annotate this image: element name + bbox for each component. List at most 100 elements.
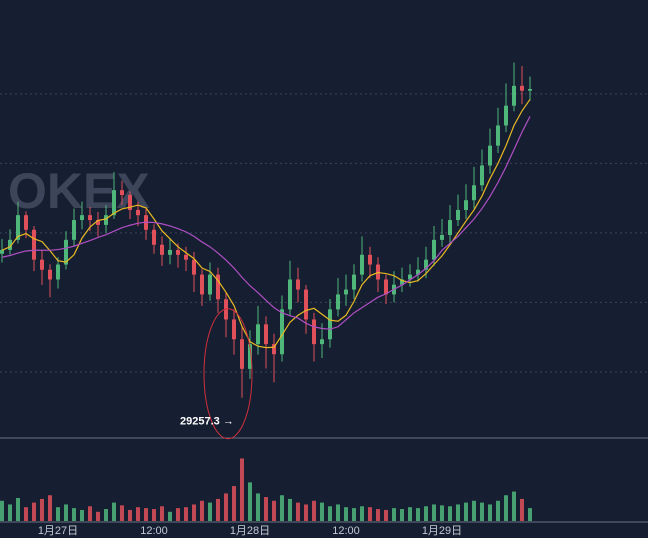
candle-body bbox=[448, 220, 452, 235]
volume-bar bbox=[456, 504, 460, 521]
candle-body bbox=[136, 209, 140, 216]
volume-bar bbox=[480, 502, 484, 521]
candle-body bbox=[464, 200, 468, 210]
candle-body bbox=[240, 339, 244, 369]
candle-body bbox=[96, 220, 100, 225]
volume-bar bbox=[368, 507, 372, 521]
candle-body bbox=[24, 215, 28, 230]
volume-bar bbox=[152, 509, 156, 521]
volume-bar bbox=[176, 508, 180, 521]
volume-bar bbox=[200, 500, 204, 521]
candle-body bbox=[432, 239, 436, 260]
volume-bar bbox=[392, 508, 396, 521]
candle-body bbox=[288, 279, 292, 310]
volume-bar bbox=[168, 511, 172, 521]
candle-body bbox=[320, 339, 324, 345]
candle-body bbox=[384, 279, 388, 295]
watermark: OKEX bbox=[8, 163, 150, 219]
candle-body bbox=[312, 319, 316, 345]
candle-body bbox=[112, 190, 116, 216]
volume-bar bbox=[32, 502, 36, 521]
candle-body bbox=[408, 274, 412, 280]
volume-bar bbox=[16, 498, 20, 521]
candle-body bbox=[488, 145, 492, 166]
volume-bar bbox=[0, 500, 4, 521]
moving-average-line bbox=[1, 116, 531, 330]
volume-bar bbox=[424, 506, 428, 521]
x-tick-label: 1月27日 bbox=[38, 525, 78, 537]
volume-bar bbox=[344, 507, 348, 521]
candle-body bbox=[472, 185, 476, 201]
volume-bar bbox=[240, 458, 244, 521]
candle-body bbox=[272, 344, 276, 355]
volume-bar bbox=[488, 504, 492, 521]
volume-bar bbox=[432, 504, 436, 521]
candle-body bbox=[280, 309, 284, 355]
volume-bar bbox=[112, 502, 116, 521]
x-tick-label: 1月29日 bbox=[422, 525, 462, 537]
moving-average-line bbox=[1, 99, 531, 349]
volume-bar bbox=[280, 495, 284, 521]
candle-body bbox=[296, 279, 300, 290]
volume-bar bbox=[256, 493, 260, 521]
volume-bar bbox=[56, 507, 60, 521]
candle-body bbox=[328, 309, 332, 340]
candle-body bbox=[480, 165, 484, 186]
volume-bar bbox=[40, 498, 44, 521]
candle-body bbox=[512, 85, 516, 106]
x-tick-label: 1月28日 bbox=[230, 525, 270, 537]
candle-body bbox=[32, 229, 36, 260]
candle-body bbox=[208, 274, 212, 295]
candle-body bbox=[192, 259, 196, 275]
volume-bar bbox=[120, 505, 124, 521]
volume-bar bbox=[296, 502, 300, 521]
candle-body bbox=[104, 215, 108, 225]
volume-bar bbox=[352, 508, 356, 521]
volume-bar bbox=[320, 502, 324, 521]
volume-bar bbox=[360, 506, 364, 521]
candle-body bbox=[216, 274, 220, 300]
volume-bar bbox=[312, 500, 316, 521]
candle-body bbox=[256, 324, 260, 345]
volume-bar bbox=[48, 495, 52, 521]
volume-bar bbox=[416, 508, 420, 521]
candle-body bbox=[248, 344, 252, 369]
volume-bar bbox=[528, 508, 532, 521]
candle-body bbox=[496, 125, 500, 146]
volume-bar bbox=[384, 509, 388, 521]
candle-body bbox=[88, 215, 92, 221]
volume-bar bbox=[496, 500, 500, 521]
volume-bar bbox=[216, 498, 220, 521]
low-annotation: 29257.3 → bbox=[180, 416, 234, 428]
volume-bar bbox=[232, 486, 236, 521]
volume-bar bbox=[448, 506, 452, 521]
volume-bar bbox=[304, 504, 308, 521]
volume-bar bbox=[80, 509, 84, 521]
candle-body bbox=[368, 254, 372, 265]
volume-bar bbox=[512, 491, 516, 521]
volume-bar bbox=[104, 509, 108, 521]
candle-body bbox=[160, 244, 164, 255]
volume-bar bbox=[72, 508, 76, 521]
candle-body bbox=[352, 274, 356, 290]
volume-bar bbox=[24, 507, 28, 521]
volume-bar bbox=[264, 497, 268, 521]
volume-bar bbox=[192, 504, 196, 521]
volume-bar bbox=[520, 498, 524, 521]
volume-bar bbox=[472, 500, 476, 521]
volume-bar bbox=[160, 506, 164, 521]
volume-bar bbox=[248, 482, 252, 521]
candle-body bbox=[456, 209, 460, 221]
candle-body bbox=[424, 259, 428, 270]
volume-bar bbox=[88, 506, 92, 521]
volume-bar bbox=[464, 502, 468, 521]
highlight-ellipse bbox=[203, 308, 253, 440]
volume-bar bbox=[272, 500, 276, 521]
volume-bar bbox=[208, 502, 212, 521]
candle-body bbox=[120, 190, 124, 196]
candle-body bbox=[504, 105, 508, 126]
candle-body bbox=[80, 215, 84, 221]
candle-body bbox=[528, 88, 532, 91]
